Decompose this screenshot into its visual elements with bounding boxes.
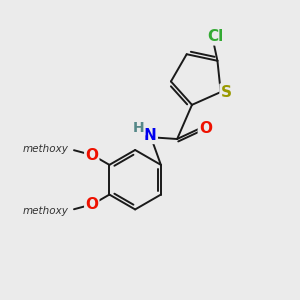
Text: H: H bbox=[133, 121, 144, 135]
Text: O: O bbox=[199, 121, 212, 136]
Text: methoxy: methoxy bbox=[23, 206, 69, 216]
Text: O: O bbox=[85, 148, 98, 163]
Text: O: O bbox=[85, 197, 98, 212]
Text: Cl: Cl bbox=[207, 29, 223, 44]
Text: S: S bbox=[220, 85, 232, 100]
Text: methoxy: methoxy bbox=[23, 144, 69, 154]
Text: N: N bbox=[144, 128, 157, 143]
